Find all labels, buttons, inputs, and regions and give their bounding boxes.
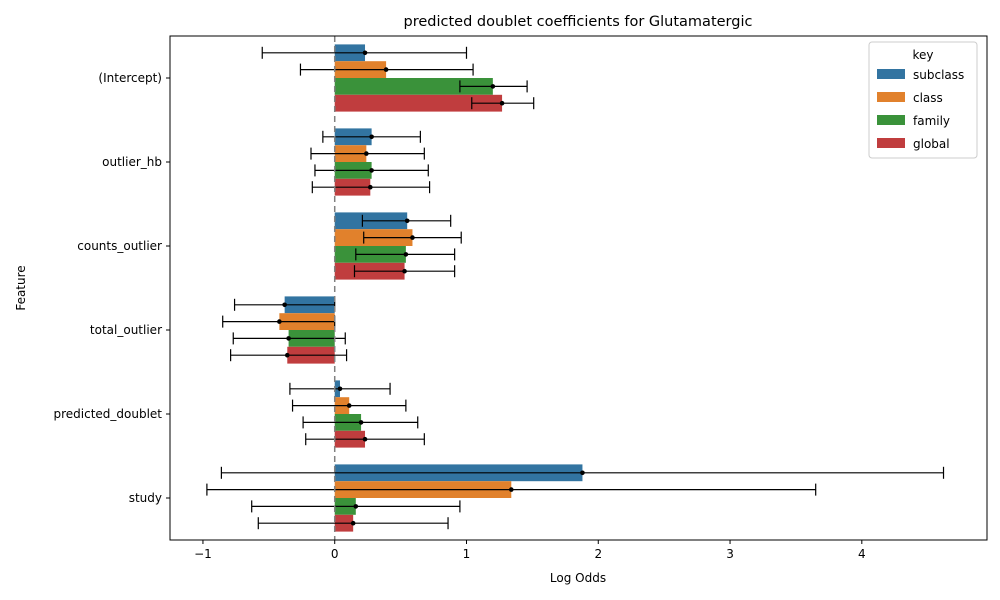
x-tick-label: −1 (194, 547, 212, 561)
point-estimate-dot (284, 352, 290, 358)
point-estimate-dot (346, 403, 352, 408)
y-tick-label: study (129, 491, 162, 505)
plot-area-frame (169, 35, 988, 541)
point-estimate-dot (277, 319, 282, 324)
point-estimate-dot (369, 134, 374, 140)
error-bars-layer (206, 46, 945, 530)
x-tick-label: 4 (858, 547, 866, 561)
point-estimate-dot (353, 504, 359, 509)
x-tick-label: 2 (594, 547, 602, 561)
legend: key subclass class family global (868, 41, 978, 159)
y-tick-label: counts_outlier (77, 239, 162, 253)
legend-title: key (912, 48, 933, 62)
legend-label-subclass: subclass (913, 68, 964, 82)
x-tick-label: 3 (726, 547, 734, 561)
y-tick-label: outlier_hb (102, 155, 162, 169)
y-tick-label: total_outlier (90, 323, 162, 337)
point-estimate-dot (403, 252, 409, 257)
legend-label-family: family (913, 114, 950, 128)
y-axis-label: Feature (14, 265, 28, 310)
x-tick-label: 0 (331, 547, 339, 561)
legend-swatch-global (877, 138, 905, 148)
point-estimate-dot (362, 436, 368, 442)
x-tick-label: 1 (463, 547, 471, 561)
point-estimate-dot (508, 487, 514, 492)
legend-label-global: global (913, 137, 950, 151)
y-tick-label: (Intercept) (98, 71, 162, 85)
point-estimate-dot (499, 100, 505, 106)
legend-swatch-subclass (877, 69, 905, 79)
chart-title: predicted doublet coefficients for Gluta… (404, 14, 753, 30)
point-estimate-dot (369, 168, 374, 173)
x-axis-label: Log Odds (550, 571, 606, 585)
point-estimate-dot (286, 336, 291, 341)
point-estimate-dot (358, 420, 364, 425)
point-estimate-dot (404, 218, 410, 224)
legend-swatch-class (877, 92, 905, 102)
point-estimate-dot (362, 50, 368, 56)
point-estimate-dot (364, 151, 369, 156)
point-estimate-dot (580, 470, 585, 476)
point-estimate-dot (490, 84, 496, 89)
point-estimate-dot (383, 67, 389, 72)
point-estimate-dot (367, 184, 373, 190)
x-axis: −1 0 1 2 3 4 (194, 540, 866, 561)
legend-swatch-family (877, 115, 905, 125)
legend-label-class: class (913, 91, 943, 105)
point-estimate-dot (350, 520, 356, 526)
y-axis: (Intercept) outlier_hb counts_outliertotal… (53, 71, 170, 505)
point-estimate-dot (337, 386, 343, 392)
point-estimate-dot (282, 302, 287, 308)
bar-family (334, 78, 493, 95)
y-tick-label: predicted_doublet (53, 407, 162, 421)
point-estimate-dot (410, 235, 415, 240)
bar-global (334, 94, 503, 112)
point-estimate-dot (402, 268, 407, 274)
